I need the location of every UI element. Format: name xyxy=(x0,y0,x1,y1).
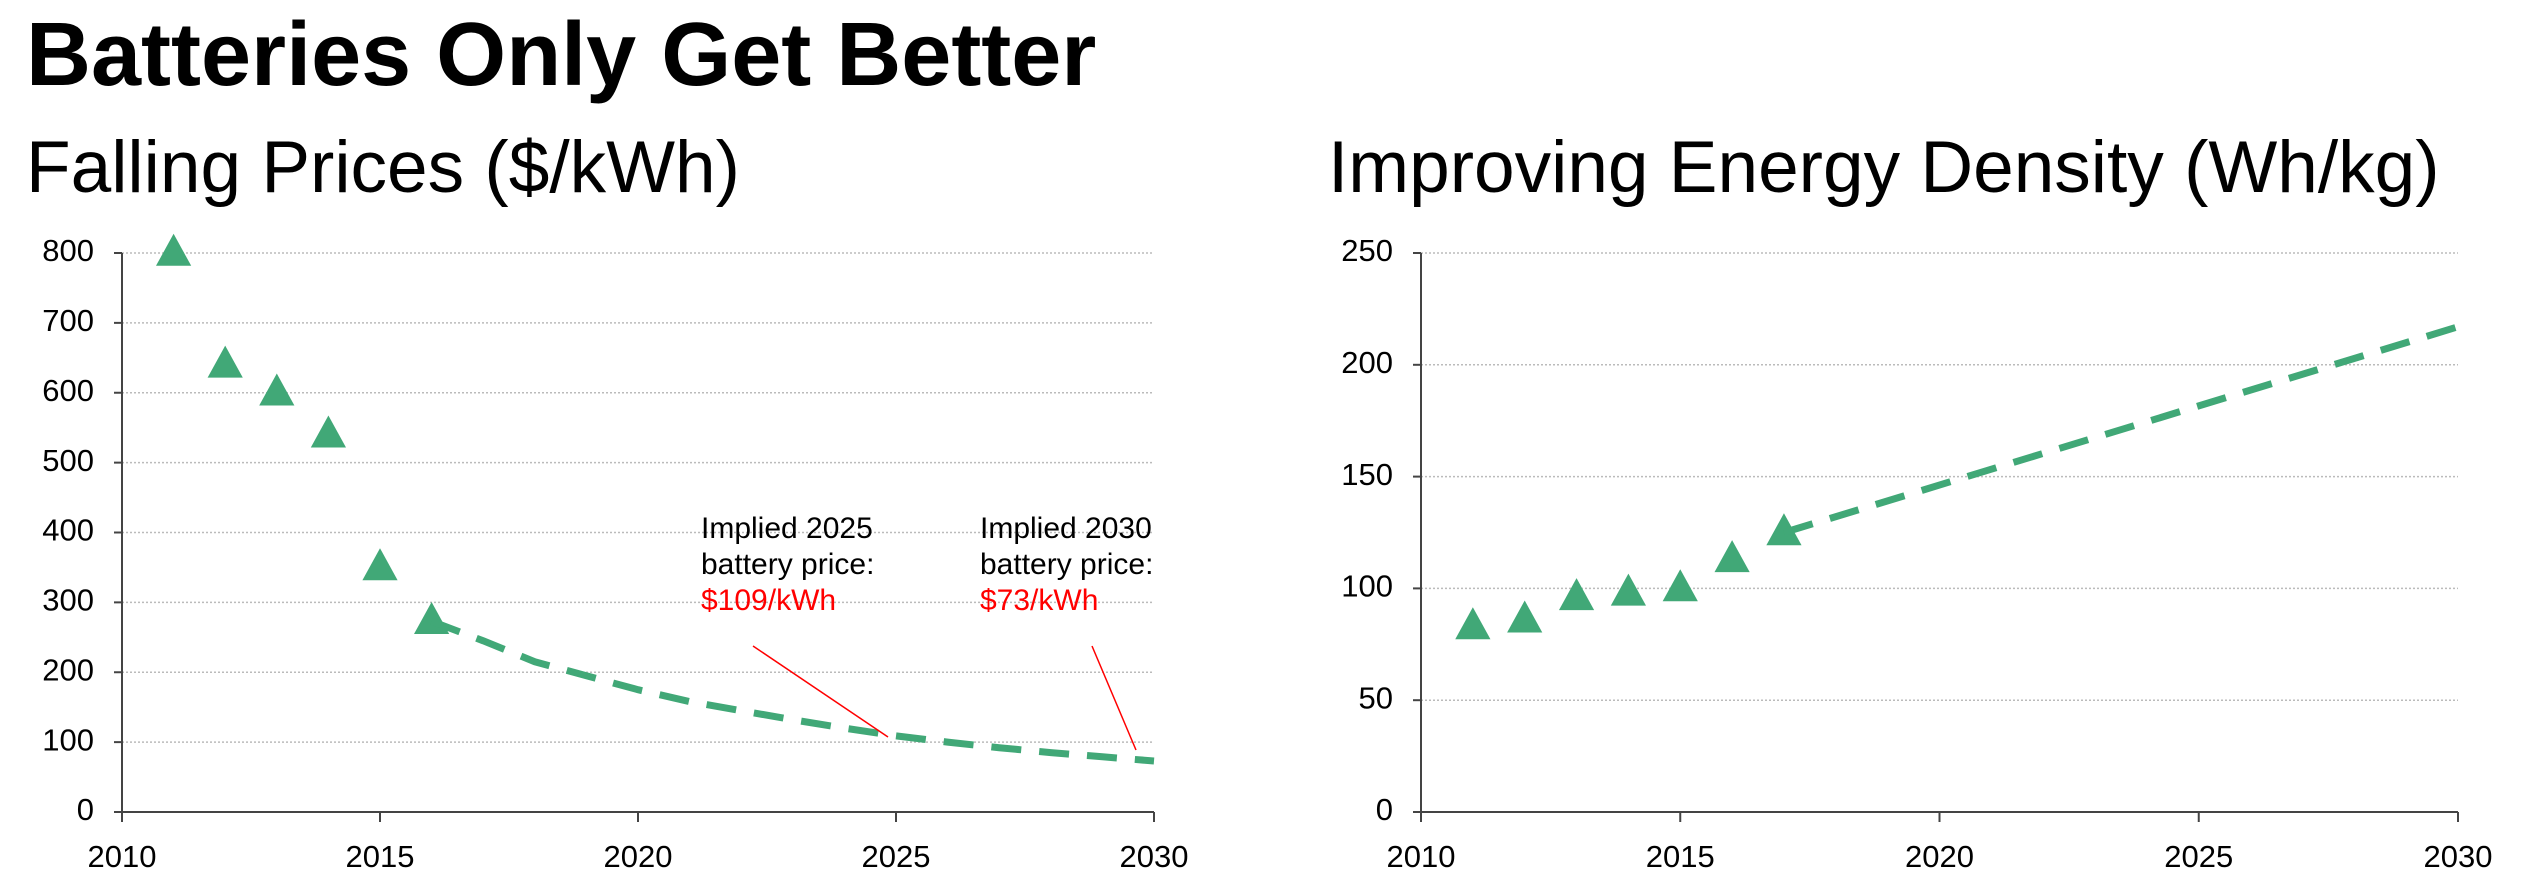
annotation-price: $73/kWh xyxy=(980,584,1098,617)
y-tick-label: 50 xyxy=(1359,680,1393,715)
triangle-marker xyxy=(1558,578,1595,611)
triangle-marker xyxy=(1455,607,1491,640)
y-tick-label: 100 xyxy=(42,722,94,757)
x-tick-label: 2015 xyxy=(346,839,415,874)
x-tick-label: 2015 xyxy=(1646,839,1715,874)
triangle-marker xyxy=(156,233,192,266)
y-tick-label: 200 xyxy=(42,652,94,687)
y-tick-label: 200 xyxy=(1341,345,1393,380)
x-tick-label: 2010 xyxy=(1387,839,1456,874)
x-tick-label: 2030 xyxy=(1120,839,1189,874)
triangle-marker xyxy=(310,415,346,448)
y-tick-label: 600 xyxy=(42,373,94,408)
y-tick-label: 500 xyxy=(42,443,94,478)
triangle-marker xyxy=(1610,573,1646,606)
trend-line xyxy=(1782,323,2460,536)
y-tick-label: 400 xyxy=(42,513,94,548)
x-tick-label: 2020 xyxy=(604,839,673,874)
triangle-marker xyxy=(1507,600,1543,633)
y-tick-label: 0 xyxy=(1376,792,1393,827)
trend-line xyxy=(430,617,1155,765)
triangle-marker xyxy=(207,345,243,378)
y-tick-label: 250 xyxy=(1341,233,1393,268)
y-tick-label: 150 xyxy=(1341,457,1393,492)
triangle-marker xyxy=(1714,540,1750,573)
y-tick-label: 0 xyxy=(77,792,94,827)
annotation-text: Implied 2025 xyxy=(701,512,873,545)
x-tick-label: 2010 xyxy=(88,839,157,874)
x-tick-label: 2030 xyxy=(2424,839,2493,874)
x-tick-label: 2020 xyxy=(1905,839,1974,874)
y-tick-label: 300 xyxy=(42,583,94,618)
page-title: Batteries Only Get Better xyxy=(26,5,1096,105)
annotation-leader xyxy=(752,645,889,738)
x-tick-label: 2025 xyxy=(2164,839,2233,874)
y-tick-label: 800 xyxy=(42,233,94,268)
annotation-text: battery price: xyxy=(980,548,1153,581)
y-tick-label: 100 xyxy=(1341,569,1393,604)
triangle-marker xyxy=(259,373,295,406)
triangle-marker xyxy=(1662,569,1698,602)
annotation-leader xyxy=(1091,645,1137,751)
chart-subtitle: Falling Prices ($/kWh) xyxy=(26,127,740,208)
annotation-price: $109/kWh xyxy=(701,584,836,617)
chart-subtitle: Improving Energy Density (Wh/kg) xyxy=(1328,127,2440,208)
y-tick-label: 700 xyxy=(42,303,94,338)
annotation-text: Implied 2030 xyxy=(980,512,1152,545)
triangle-marker xyxy=(362,548,398,581)
x-tick-label: 2025 xyxy=(862,839,931,874)
annotation-text: battery price: xyxy=(701,548,874,581)
